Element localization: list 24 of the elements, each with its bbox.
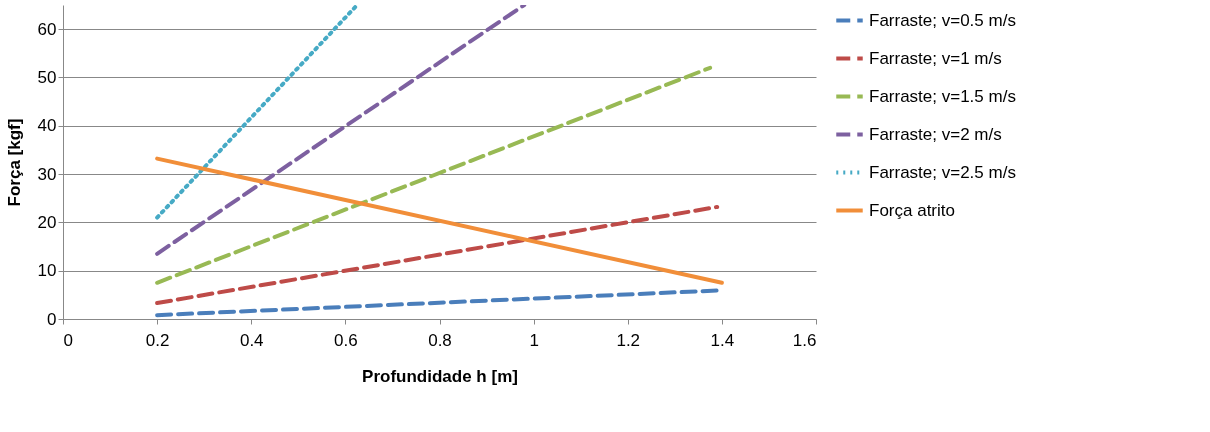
x-tick-label: 0.4 bbox=[239, 330, 264, 350]
y-tick-label: 10 bbox=[37, 261, 57, 281]
y-tick-label: 40 bbox=[37, 116, 57, 136]
x-tick-label: 1 bbox=[529, 330, 539, 350]
x-tick-label: 1.4 bbox=[710, 330, 735, 350]
y-tick-label: 20 bbox=[37, 212, 57, 232]
x-tick-label: 0 bbox=[63, 330, 73, 350]
legend-label: Força atrito bbox=[869, 200, 955, 220]
x-tick-label: 1.2 bbox=[616, 330, 641, 350]
x-tick-label: 0.2 bbox=[145, 330, 170, 350]
legend-label: Farraste; v=2.5 m/s bbox=[869, 162, 1016, 182]
legend-label: Farraste; v=2 m/s bbox=[869, 124, 1002, 144]
legend-label: Farraste; v=1 m/s bbox=[869, 48, 1002, 68]
y-tick-label: 50 bbox=[37, 67, 57, 87]
y-axis-title: Força [kgf] bbox=[4, 118, 24, 207]
x-tick-label: 0.8 bbox=[428, 330, 452, 350]
x-axis-title: Profundidade h [m] bbox=[362, 366, 518, 386]
y-tick-label: 30 bbox=[37, 164, 57, 184]
x-tick-label: 0.6 bbox=[334, 330, 358, 350]
y-tick-label: 0 bbox=[47, 309, 57, 329]
legend-label: Farraste; v=0.5 m/s bbox=[869, 10, 1016, 30]
legend-label: Farraste; v=1.5 m/s bbox=[869, 86, 1016, 106]
y-tick-label: 60 bbox=[37, 19, 57, 39]
x-tick-label: 1.6 bbox=[792, 330, 817, 350]
